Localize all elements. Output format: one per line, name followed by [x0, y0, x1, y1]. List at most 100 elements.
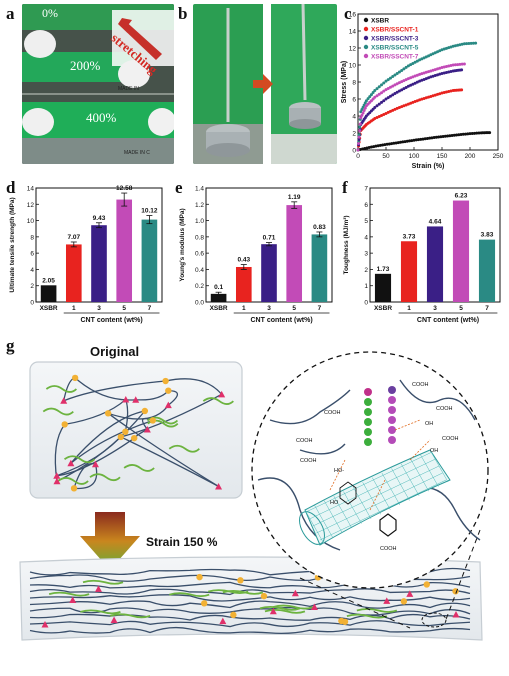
cnt-segment: [202, 397, 234, 405]
photo-stretching: 0% stretching 200% 400% MADE IN MADE IN …: [22, 4, 174, 164]
x-tick-label: 1: [72, 305, 76, 312]
zoom-circle: [251, 351, 489, 589]
panel-label-e: e: [175, 178, 183, 197]
cnt-segment: [168, 592, 210, 598]
sscnt-node: [406, 590, 414, 597]
amino-acid-bead: [388, 406, 396, 414]
data-point: [357, 142, 361, 146]
cnt-lattice-line: [319, 479, 447, 541]
polymer-chain: [56, 410, 146, 482]
y-tick-label: 1.2: [195, 202, 204, 209]
data-point: [443, 134, 447, 138]
cooh-label-5: COOH: [436, 406, 453, 412]
data-point: [425, 136, 429, 140]
chart-stress-strain: 0 2 4 6 8 10 12 14 16 0 50 100 150 200 250 Strain (%) St…: [341, 12, 504, 171]
bar: [286, 205, 303, 302]
data-point: [359, 110, 363, 114]
data-point: [456, 63, 460, 67]
ho-label-1: HO-: [334, 468, 344, 474]
stretched-chain: [29, 588, 471, 596]
y-tick-label: 12: [27, 202, 35, 209]
data-point: [402, 87, 406, 91]
data-point: [415, 59, 419, 63]
data-point: [387, 142, 391, 146]
cooh-label-7: COOH: [380, 546, 397, 552]
y-axis-label: Stress (MPa): [341, 61, 348, 103]
data-label: 9.43: [93, 215, 106, 222]
data-point: [374, 144, 378, 148]
crosslink-node: [71, 374, 79, 382]
bar: [261, 244, 277, 302]
crosslink-node: [104, 410, 112, 417]
amino-acid-bead: [388, 386, 396, 394]
data-point: [421, 137, 425, 141]
data-point: [386, 96, 390, 100]
carbon-nanotube: [299, 449, 451, 546]
data-point: [419, 137, 423, 141]
x-tick-label: XSBR: [40, 305, 58, 312]
y-tick-label: 2: [30, 283, 34, 290]
data-point: [384, 111, 388, 115]
amino-acid-bead: [388, 436, 396, 444]
data-point: [460, 62, 464, 66]
polymer-chain: [63, 380, 166, 402]
data-point: [395, 82, 399, 86]
data-point: [386, 78, 390, 82]
bar: [478, 239, 496, 302]
data-point: [403, 140, 407, 144]
data-point: [472, 131, 476, 135]
data-point: [429, 53, 433, 57]
data-point: [450, 133, 454, 137]
polymer-chain: [120, 393, 222, 438]
polymer-chain: [74, 377, 136, 401]
bar: [91, 225, 107, 302]
data-point: [488, 131, 492, 135]
data-point: [382, 99, 386, 103]
data-point: [360, 108, 364, 112]
crosslink-node: [130, 434, 138, 442]
cnt-segment: [80, 609, 121, 615]
data-point: [380, 113, 384, 117]
data-point: [469, 41, 473, 45]
data-point: [390, 142, 394, 146]
x-tick-label: 7: [318, 305, 322, 312]
cnt-segment: [82, 579, 124, 585]
data-point: [462, 42, 466, 46]
crosslink-node: [230, 611, 237, 619]
y-axis-label: Young's modulus (MPa): [179, 208, 186, 281]
data-point: [420, 57, 424, 61]
y-tick-label: 4: [352, 114, 356, 121]
stretched-chain: [29, 594, 471, 602]
data-point: [368, 95, 372, 99]
data-point: [467, 41, 471, 45]
chart-toughness: 0 1 2 3 4 5 6 7 1.73 XSBR 3.73 1 4.64 3 6.23 5 3.83 7 CNT …: [343, 186, 501, 324]
x-tick-label: 1: [407, 305, 411, 312]
data-point: [384, 97, 388, 101]
y-tick-label: 1: [364, 283, 368, 290]
legend-marker: [363, 53, 369, 59]
data-point: [458, 62, 462, 66]
amino-acid-bead: [388, 416, 396, 424]
cnt-segment: [57, 477, 89, 485]
cnt-segment: [264, 608, 306, 614]
polymer-chain: [56, 437, 135, 477]
data-point: [391, 108, 395, 112]
y-tick-label: 0.8: [195, 234, 204, 241]
data-point: [391, 84, 395, 88]
data-point: [378, 143, 382, 147]
y-tick-label: 4: [364, 234, 368, 241]
crosslink-node: [122, 428, 129, 435]
data-point: [440, 72, 444, 75]
data-point: [377, 92, 381, 96]
sscnt-node: [91, 460, 99, 468]
data-point: [377, 115, 381, 119]
data-label: 6.23: [455, 193, 468, 200]
data-point: [455, 133, 459, 137]
data-point: [388, 94, 392, 98]
panel-label-d: d: [6, 178, 16, 197]
crosslink-node: [149, 417, 157, 424]
data-point: [449, 64, 453, 68]
data-point: [460, 68, 464, 72]
data-label: 10.12: [141, 208, 158, 215]
data-label: 4.64: [429, 218, 442, 225]
